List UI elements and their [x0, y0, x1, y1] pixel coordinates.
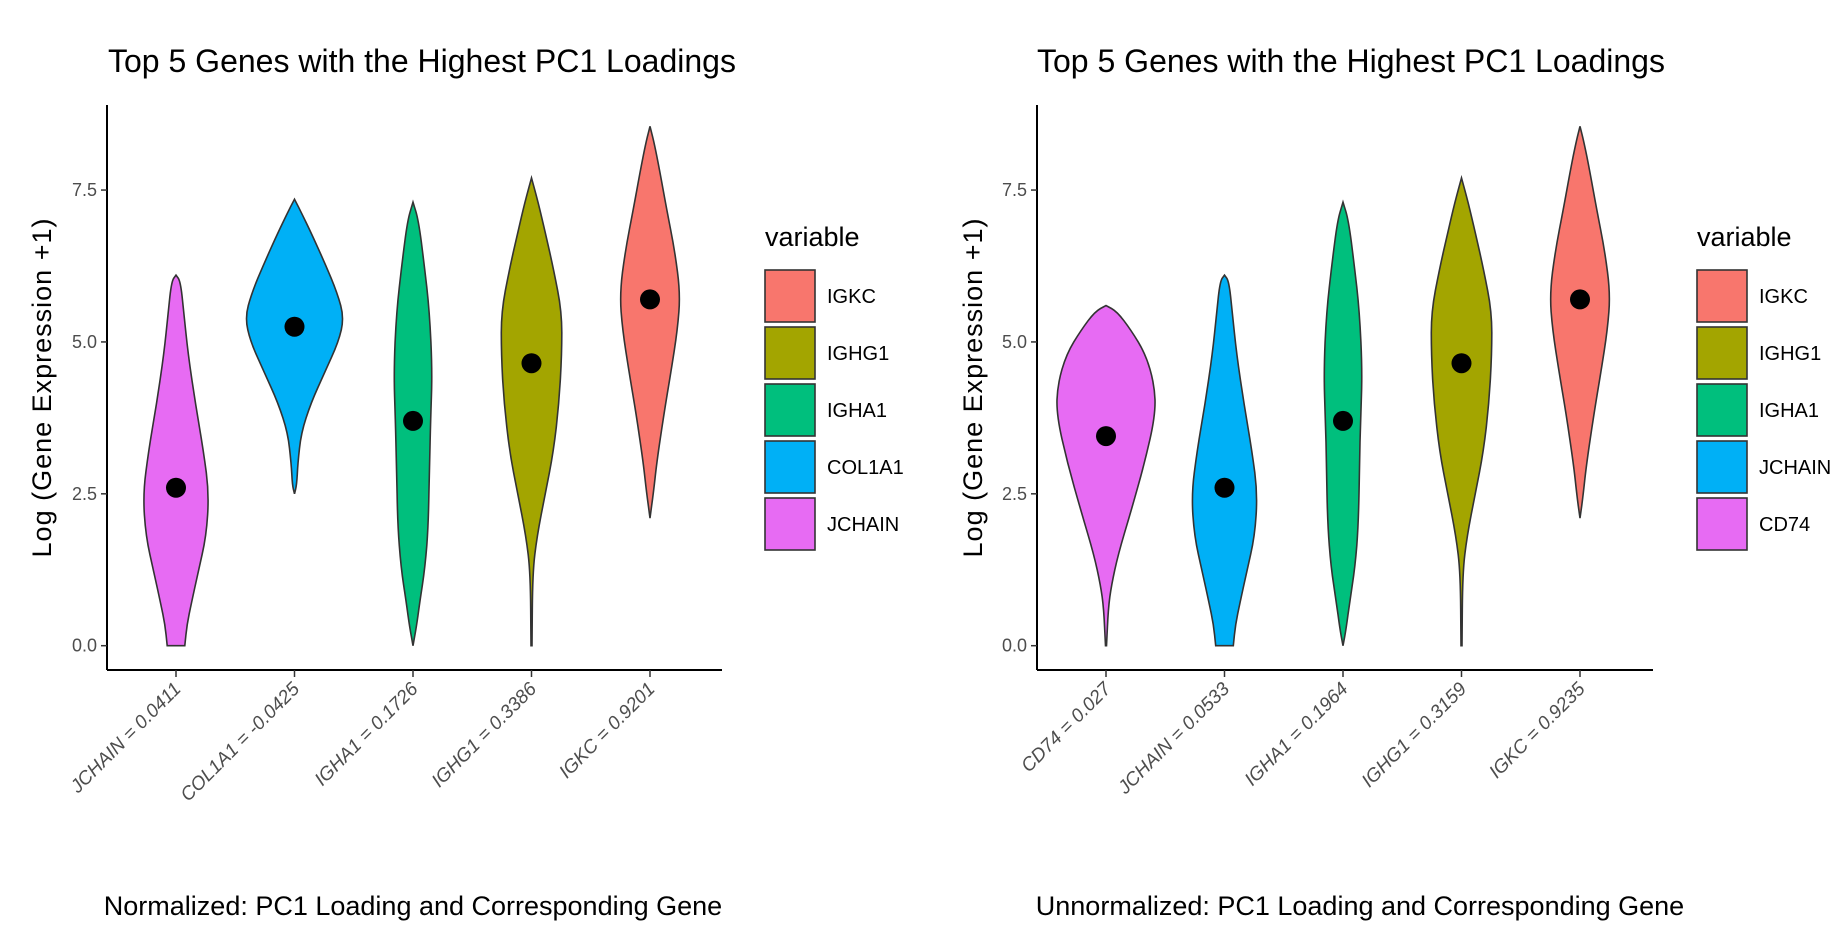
- x-tick-label: IGHA1 = 0.1726: [311, 678, 423, 790]
- legend-key-jchain: [1696, 440, 1748, 494]
- x-axis-label: Normalized: PC1 Loading and Correspondin…: [104, 891, 722, 921]
- panel-1: Top 5 Genes with the Highest PC1 Loading…: [27, 43, 904, 921]
- median-point-igha1: [403, 410, 423, 431]
- legend-title: variable: [1697, 222, 1792, 252]
- legend-key-ighg1: [1696, 326, 1748, 380]
- legend-label: IGHG1: [827, 343, 889, 365]
- median-point-igkc: [640, 289, 660, 310]
- median-point-cd74: [1096, 426, 1116, 447]
- legend-label: IGHA1: [827, 400, 887, 422]
- violin-igkc: [1549, 126, 1611, 519]
- median-point-jchain: [166, 477, 186, 498]
- panel-2: Top 5 Genes with the Highest PC1 Loading…: [958, 43, 1831, 921]
- y-axis-label: Log (Gene Expression +1): [958, 218, 988, 558]
- y-tick-label: 5.0: [1002, 332, 1027, 352]
- y-tick-label: 2.5: [1002, 484, 1027, 504]
- legend-key-igha1: [1696, 383, 1748, 437]
- legend-label: JCHAIN: [1759, 457, 1831, 479]
- median-point-igha1: [1333, 410, 1353, 431]
- x-tick-label: CD74 = 0.027: [1017, 678, 1116, 777]
- y-tick-label: 0.0: [1002, 636, 1027, 656]
- y-tick-label: 5.0: [72, 332, 97, 352]
- x-tick-label: JCHAIN = 0.0411: [66, 679, 185, 798]
- legend-label: IGKC: [827, 286, 876, 308]
- x-tick-label: COL1A1 = -0.0425: [177, 678, 305, 806]
- legend-key-jchain: [764, 497, 816, 551]
- x-axis-label: Unnormalized: PC1 Loading and Correspond…: [1036, 891, 1684, 921]
- median-point-ighg1: [521, 353, 542, 374]
- legend-label: IGHA1: [1759, 400, 1819, 422]
- violin-cd74: [1056, 304, 1156, 647]
- violin-jchain: [1191, 273, 1258, 647]
- legend: variable IGKC IGHG1 IGHA1 JCHAIN CD74: [1696, 222, 1831, 551]
- legend-label: IGKC: [1759, 286, 1808, 308]
- median-point-ighg1: [1451, 353, 1472, 374]
- y-axis-label: Log (Gene Expression +1): [27, 218, 57, 558]
- legend: variable IGKC IGHG1 IGHA1 COL1A1 JCHAIN: [764, 222, 904, 551]
- violin-ighg1: [500, 174, 563, 647]
- violin-jchain: [143, 273, 209, 647]
- legend-title: variable: [765, 222, 860, 252]
- legend-label: IGHG1: [1759, 343, 1821, 365]
- x-tick-label: IGHA1 = 0.1964: [1241, 679, 1353, 791]
- median-point-col1a1: [284, 316, 305, 337]
- x-tick-label: IGKC = 0.9201: [555, 679, 659, 783]
- violin-ighg1: [1430, 174, 1493, 647]
- x-tick-label: JCHAIN = 0.0533: [1114, 678, 1235, 799]
- x-tick-label: IGHG1 = 0.3386: [428, 678, 541, 791]
- legend-key-cd74: [1696, 497, 1748, 551]
- x-tick-label: IGKC = 0.9235: [1485, 678, 1589, 782]
- legend-key-igkc: [1696, 269, 1748, 323]
- median-point-jchain: [1214, 477, 1235, 498]
- legend-key-ighg1: [764, 326, 816, 380]
- legend-label: CD74: [1759, 514, 1810, 536]
- violin-col1a1: [245, 197, 344, 494]
- legend-label: COL1A1: [827, 457, 904, 479]
- legend-key-igkc: [764, 269, 816, 323]
- chart-title: Top 5 Genes with the Highest PC1 Loading…: [108, 43, 736, 79]
- legend-key-col1a1: [764, 440, 816, 494]
- chart-title: Top 5 Genes with the Highest PC1 Loading…: [1037, 43, 1665, 79]
- y-tick-label: 7.5: [72, 180, 97, 200]
- violin-igkc: [619, 126, 681, 519]
- legend-key-igha1: [764, 383, 816, 437]
- y-tick-label: 7.5: [1002, 180, 1027, 200]
- y-tick-label: 2.5: [72, 484, 97, 504]
- legend-label: JCHAIN: [827, 514, 899, 536]
- x-tick-label: IGHG1 = 0.3159: [1358, 678, 1471, 791]
- median-point-igkc: [1570, 289, 1590, 310]
- y-tick-label: 0.0: [72, 636, 97, 656]
